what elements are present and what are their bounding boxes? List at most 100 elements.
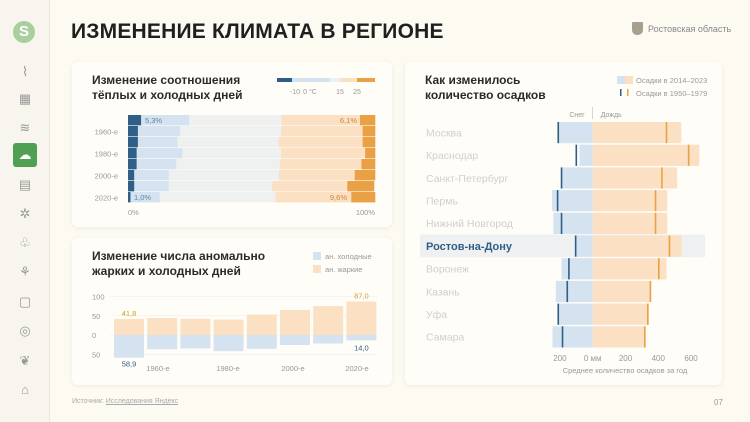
- rain-bar: [592, 280, 652, 303]
- city-label: Уфа: [426, 309, 447, 321]
- bar-segment: [354, 170, 376, 181]
- anomalous-days-card: Изменение числа аномально жарких и холод…: [72, 238, 392, 385]
- bar-segment: [359, 115, 376, 126]
- legend-swatch: [330, 78, 340, 82]
- bar-segment: [176, 159, 281, 170]
- data-label: 58,9: [122, 360, 137, 369]
- rain-marker: [654, 212, 657, 234]
- plant-hand-icon[interactable]: ♧: [19, 235, 31, 250]
- legend-label: ан. холодные: [325, 252, 372, 261]
- leaf-icon[interactable]: ❦: [19, 353, 31, 368]
- institution-icon[interactable]: ⌂: [21, 382, 29, 397]
- x-tick-label: 2020-е: [345, 364, 368, 373]
- x-tick-label: 200: [619, 354, 633, 363]
- bar-segment: [137, 137, 178, 148]
- sidebar: S ⌇ ▦ ≋ ☁ ▤ ✲ ♧ ⚘ ▢ ◎ ❦ ⌂: [0, 0, 50, 422]
- legend-swatch: [340, 78, 357, 82]
- bar-cold: [114, 335, 144, 358]
- map-icon[interactable]: ⌇: [21, 64, 29, 79]
- dashboard-icon[interactable]: ▦: [18, 91, 32, 106]
- data-label: 1,0%: [134, 193, 151, 202]
- rain-bar: [592, 122, 682, 144]
- rain-bar: [592, 303, 649, 325]
- side-label: Снег: [569, 112, 585, 119]
- bar-segment: [272, 181, 348, 192]
- snow-marker: [568, 258, 570, 280]
- bar-segment: [141, 115, 190, 126]
- bar-hot: [280, 309, 310, 335]
- rain-marker: [654, 190, 657, 212]
- bar-segment: [347, 181, 375, 192]
- bar-segment: [365, 148, 376, 159]
- region-name: Ростовская область: [648, 23, 732, 34]
- globe-icon[interactable]: ◎: [19, 323, 31, 338]
- bug-icon[interactable]: ✲: [19, 206, 31, 221]
- x-tick-label: 600: [684, 354, 698, 363]
- anomalous-chart: ан. холодные ан. жаркие 100 50 0 50 41,8 87,0 58…: [92, 252, 377, 373]
- bar-cold: [180, 335, 211, 349]
- source-label: Источник:: [72, 398, 104, 405]
- bar-segment: [189, 115, 282, 126]
- bar-segment: [128, 137, 139, 148]
- ratio-chart: -10 0 °C 15 25 1960-е 1980-е 2000-е 2020-е 5,3% 6…: [95, 78, 376, 217]
- legend-swatch: [313, 265, 321, 273]
- bar-hot: [114, 318, 144, 335]
- x-tick-label: 200: [553, 354, 567, 363]
- snow-marker: [574, 235, 577, 257]
- x-tick-label: 400: [652, 354, 666, 363]
- bar-segment: [281, 115, 361, 126]
- rain-bar: [592, 258, 667, 280]
- bar-segment: [128, 170, 135, 181]
- source-link[interactable]: Исследования Яндекс: [105, 398, 179, 405]
- bar-segment: [128, 181, 135, 192]
- calendar-icon[interactable]: ▤: [18, 177, 32, 192]
- bar-segment: [182, 148, 282, 159]
- bar-hot: [313, 306, 344, 335]
- y-tick-label: 0: [92, 331, 96, 340]
- rain-marker: [665, 122, 668, 144]
- bar-segment: [278, 137, 363, 148]
- snow-marker: [566, 280, 569, 303]
- city-label: Пермь: [426, 195, 458, 207]
- side-label: Дождь: [601, 112, 622, 119]
- bar-segment: [275, 192, 352, 203]
- y-tick-label: 2020-е: [95, 194, 118, 203]
- water-icon[interactable]: ≋: [19, 120, 31, 135]
- bar-segment: [278, 170, 356, 181]
- logo[interactable]: S: [13, 21, 35, 43]
- data-label: 41,8: [122, 309, 137, 318]
- weather-icon[interactable]: ☁: [13, 143, 37, 167]
- rain-bar: [592, 167, 678, 189]
- x-axis-label: Среднее количество осадков за год: [563, 366, 688, 375]
- x-tick-label: 1960-е: [146, 364, 169, 373]
- snow-marker: [560, 167, 563, 189]
- snow-marker: [560, 212, 563, 234]
- legend-swatch: [625, 76, 633, 84]
- legend-marker: [620, 89, 622, 96]
- city-label: Нижний Новгород: [426, 218, 513, 230]
- data-label: 6,1%: [340, 116, 357, 125]
- bar-cold: [346, 335, 377, 341]
- snow-bar: [555, 280, 593, 303]
- card-title: Изменение числа аномально жарких и холод…: [92, 249, 266, 278]
- snow-marker: [557, 122, 560, 144]
- bar-segment: [281, 126, 363, 137]
- rain-marker: [647, 303, 649, 325]
- snow-bar: [579, 144, 593, 166]
- bar-cold: [147, 335, 178, 350]
- city-label: Казань: [426, 286, 460, 298]
- data-label: 14,0: [354, 343, 369, 352]
- snow-bar: [575, 235, 593, 257]
- x-tick-label: 2000-е: [281, 364, 304, 373]
- crops-icon[interactable]: ⚘: [19, 264, 31, 279]
- snow-marker: [557, 303, 560, 325]
- precipitation-chart: Осадки в 2014–2023 Осадки в 1950–1979 Снег…: [420, 76, 707, 375]
- bar-cold: [313, 335, 344, 344]
- city-label: Краснодар: [426, 150, 478, 162]
- document-icon[interactable]: ▢: [18, 294, 32, 309]
- rain-marker: [668, 235, 671, 257]
- data-label: 9,6%: [330, 193, 347, 202]
- snow-bar: [558, 303, 593, 325]
- city-label: Самара: [426, 332, 464, 344]
- city-label: Санкт-Петербург: [426, 173, 509, 185]
